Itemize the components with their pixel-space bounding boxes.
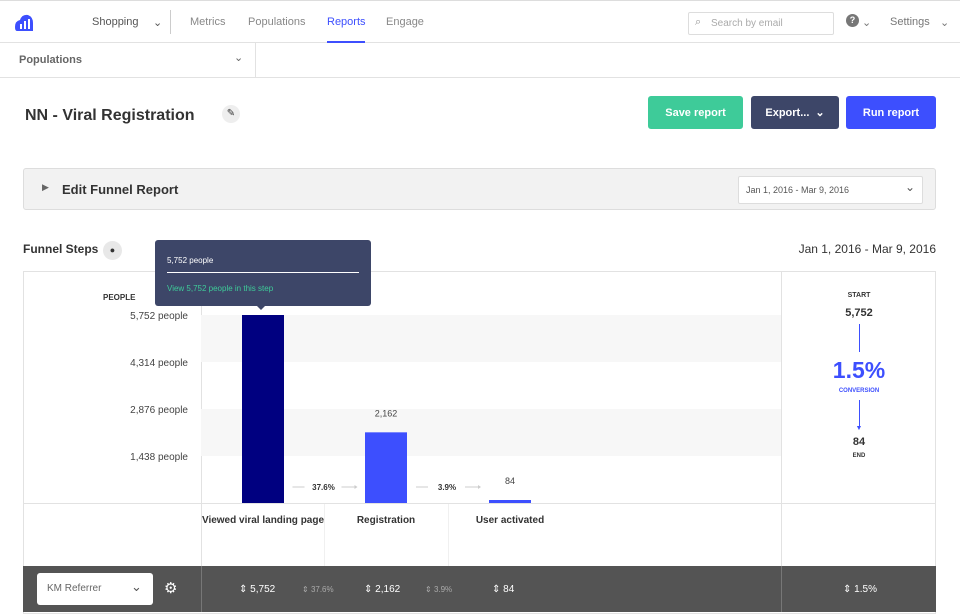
chevron-down-icon[interactable]: ⌄: [940, 17, 950, 29]
person-icon[interactable]: ●: [103, 241, 122, 260]
value: 37.6%: [310, 585, 334, 594]
tooltip-pointer: [257, 306, 265, 310]
chevron-down-icon: ⌄: [815, 107, 825, 119]
arrow-down-icon: ▼: [855, 425, 863, 432]
value: 2,162: [375, 584, 401, 595]
sort-value-step-3[interactable]: ⇕ 84: [492, 584, 515, 595]
start-label: START: [847, 292, 871, 299]
funnel-date-range: Jan 1, 2016 - Mar 9, 2016: [798, 242, 936, 256]
gear-icon[interactable]: ⚙: [164, 580, 178, 597]
step-label: User activated: [475, 515, 545, 526]
settings-menu[interactable]: Settings: [890, 16, 930, 28]
bar: [489, 500, 531, 503]
y-tick-label: 2,876 people: [130, 405, 188, 416]
help-icon[interactable]: ?: [846, 14, 859, 27]
edit-funnel-panel[interactable]: ▶ Edit Funnel Report Jan 1, 2016 - Mar 9…: [23, 168, 936, 210]
arrow-right-icon: [478, 485, 481, 489]
end-value: 84: [852, 436, 866, 448]
connector-line: [858, 400, 860, 426]
start-value: 5,752: [845, 307, 873, 319]
value: 1.5%: [854, 584, 877, 595]
export-button[interactable]: Export... ⌄: [751, 96, 839, 129]
tooltip-value: 5,752 people: [167, 256, 214, 265]
y-tick-label: 4,314 people: [130, 358, 188, 369]
plot-area: 2,162 84 37.6% 3.9%: [201, 315, 781, 503]
divider: [167, 272, 359, 273]
caret-right-icon: ▶: [42, 182, 49, 192]
populations-dropdown[interactable]: Populations ⌄: [0, 43, 256, 77]
sort-conversion[interactable]: ⇕ 1.5%: [843, 584, 877, 595]
value: 3.9%: [433, 585, 453, 594]
summary-panel: START 5,752 1.5% CONVERSION ▼ 84 END: [782, 292, 936, 459]
chevron-down-icon[interactable]: ⌄: [862, 17, 872, 29]
chevron-down-icon: ⌄: [905, 180, 916, 194]
step-label: Viewed viral landing page: [201, 515, 325, 526]
divider: [201, 566, 202, 612]
grid-band: [201, 315, 781, 362]
bar: [365, 432, 407, 503]
sort-rate-2[interactable]: ⇕ 3.9%: [425, 585, 453, 594]
bar-data-label: 84: [505, 476, 515, 486]
sort-value-step-1[interactable]: ⇕ 5,752: [239, 584, 276, 595]
divider: [24, 503, 935, 504]
date-range-select[interactable]: Jan 1, 2016 - Mar 9, 2016 ⌄: [738, 176, 923, 204]
breakdown-select-value: KM Referrer: [47, 583, 102, 594]
bar: [242, 315, 284, 503]
step-conversion-rate: 3.9%: [438, 483, 456, 492]
funnel-steps-title: Funnel Steps: [23, 242, 99, 256]
active-indicator: [327, 41, 365, 43]
y-tick-label: 5,752 people: [130, 311, 188, 322]
connector-line: [858, 324, 860, 352]
arrow-right-icon: [354, 485, 358, 489]
step-conversion-rate: 37.6%: [312, 483, 335, 492]
divider: [324, 504, 325, 566]
top-nav: Shopping ⌄ Metrics Populations Reports E…: [0, 0, 960, 43]
sort-value-step-2[interactable]: ⇕ 2,162: [364, 584, 401, 595]
nav-engage[interactable]: Engage: [386, 16, 424, 28]
divider: [170, 10, 171, 34]
search-icon: ⌕: [695, 16, 702, 28]
chevron-down-icon[interactable]: ⌄: [153, 17, 163, 29]
conversion-label: CONVERSION: [838, 388, 880, 394]
bar-data-label: 2,162: [375, 408, 398, 418]
run-report-button[interactable]: Run report: [846, 96, 936, 129]
export-label: Export...: [765, 106, 810, 119]
breakdown-select[interactable]: KM Referrer ⌄: [37, 573, 153, 605]
save-report-button[interactable]: Save report: [648, 96, 743, 129]
app-switcher[interactable]: Shopping: [92, 16, 139, 28]
nav-populations[interactable]: Populations: [248, 16, 306, 28]
tooltip-view-link[interactable]: View 5,752 people in this step: [167, 284, 274, 293]
search-input[interactable]: ⌕ Search by email: [688, 12, 834, 35]
logo-icon[interactable]: [14, 12, 34, 32]
chevron-down-icon: ⌄: [131, 579, 142, 594]
value: 5,752: [250, 584, 276, 595]
tooltip: 5,752 people View 5,752 people in this s…: [155, 240, 371, 310]
chevron-down-icon: ⌄: [234, 52, 244, 64]
divider: [448, 504, 449, 566]
populations-bar: Populations ⌄: [0, 43, 960, 78]
end-label: END: [852, 453, 866, 459]
y-tick-label: 1,438 people: [130, 452, 188, 463]
date-range-value: Jan 1, 2016 - Mar 9, 2016: [746, 185, 850, 195]
divider: [781, 566, 782, 612]
divider: [781, 272, 782, 612]
breakdown-row: [23, 566, 936, 612]
value: 84: [503, 584, 515, 595]
report-title: NN - Viral Registration: [25, 107, 195, 124]
populations-label: Populations: [19, 54, 82, 66]
grid-band: [201, 409, 781, 456]
edit-pencil-icon[interactable]: ✎: [222, 105, 240, 123]
sort-rate-1[interactable]: ⇕ 37.6%: [302, 585, 334, 594]
search-placeholder: Search by email: [711, 18, 783, 29]
edit-funnel-label: Edit Funnel Report: [62, 182, 179, 197]
y-axis-label: PEOPLE: [103, 293, 136, 302]
nav-metrics[interactable]: Metrics: [190, 16, 226, 28]
nav-reports[interactable]: Reports: [327, 16, 366, 28]
conversion-value: 1.5%: [832, 357, 886, 383]
step-label: Registration: [356, 515, 416, 526]
